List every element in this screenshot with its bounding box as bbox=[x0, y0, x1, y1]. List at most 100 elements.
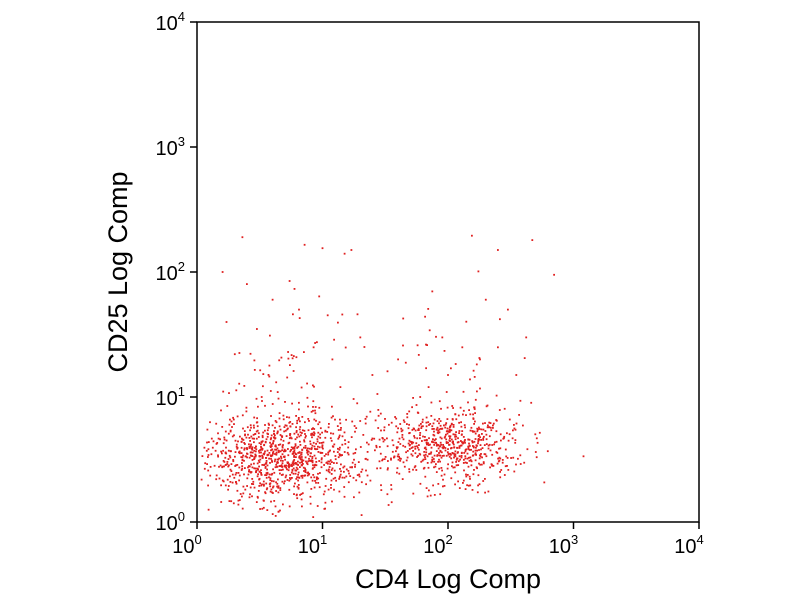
data-point bbox=[426, 495, 429, 498]
data-point bbox=[250, 463, 253, 466]
data-point bbox=[481, 433, 483, 435]
data-points bbox=[200, 234, 585, 518]
data-point bbox=[425, 441, 428, 444]
data-point bbox=[393, 455, 396, 458]
data-point bbox=[289, 474, 292, 476]
data-point bbox=[347, 446, 350, 449]
data-point bbox=[343, 465, 346, 468]
data-point bbox=[327, 488, 330, 491]
data-point bbox=[454, 413, 457, 416]
data-point bbox=[243, 447, 246, 450]
data-point bbox=[417, 448, 420, 451]
data-point bbox=[324, 436, 327, 439]
data-point bbox=[271, 403, 274, 405]
data-point bbox=[351, 420, 354, 423]
data-point bbox=[505, 455, 508, 458]
data-point bbox=[464, 488, 467, 490]
data-point bbox=[331, 500, 333, 503]
data-point bbox=[236, 464, 239, 466]
data-point bbox=[315, 481, 317, 484]
data-point bbox=[327, 453, 330, 456]
data-point bbox=[336, 451, 339, 453]
data-point bbox=[459, 458, 461, 461]
data-point bbox=[379, 412, 382, 415]
data-point bbox=[268, 375, 271, 378]
data-point bbox=[266, 509, 269, 511]
data-point bbox=[249, 454, 252, 457]
data-point bbox=[468, 459, 471, 462]
data-point bbox=[361, 468, 364, 471]
data-point bbox=[453, 466, 456, 469]
data-point bbox=[215, 443, 218, 445]
data-point bbox=[257, 473, 259, 476]
data-point bbox=[323, 508, 326, 510]
data-point bbox=[221, 426, 224, 428]
data-point bbox=[277, 491, 280, 494]
data-point bbox=[471, 440, 474, 442]
data-point bbox=[412, 450, 414, 452]
data-point bbox=[425, 429, 428, 432]
data-point bbox=[256, 417, 258, 420]
data-point bbox=[440, 443, 442, 446]
data-point bbox=[251, 459, 254, 461]
data-point bbox=[301, 459, 304, 462]
data-point bbox=[210, 437, 213, 440]
data-point bbox=[268, 483, 271, 485]
data-point bbox=[288, 416, 291, 419]
data-point bbox=[467, 448, 470, 450]
data-point bbox=[283, 426, 286, 428]
data-point bbox=[237, 440, 239, 443]
data-point bbox=[291, 453, 294, 455]
data-point bbox=[338, 490, 341, 493]
data-point bbox=[257, 490, 260, 492]
data-point bbox=[322, 447, 324, 450]
data-point bbox=[299, 444, 302, 446]
data-point bbox=[230, 470, 233, 472]
data-point bbox=[255, 501, 258, 503]
data-point bbox=[394, 416, 396, 418]
data-point bbox=[229, 475, 231, 478]
data-point bbox=[289, 433, 292, 435]
data-point bbox=[224, 484, 227, 487]
data-point bbox=[421, 440, 423, 442]
data-point bbox=[408, 410, 411, 413]
data-point bbox=[403, 465, 406, 468]
data-point bbox=[294, 444, 297, 447]
data-point bbox=[237, 503, 240, 506]
data-point bbox=[312, 384, 314, 387]
data-point bbox=[478, 457, 481, 460]
data-point bbox=[291, 477, 293, 479]
data-point bbox=[251, 451, 254, 454]
data-point bbox=[295, 426, 297, 429]
data-point bbox=[439, 436, 442, 439]
data-point bbox=[430, 461, 433, 464]
data-point bbox=[267, 422, 270, 425]
data-point bbox=[204, 462, 207, 465]
data-point bbox=[252, 483, 255, 485]
data-point bbox=[386, 493, 389, 496]
data-point bbox=[298, 451, 301, 453]
data-point bbox=[255, 430, 258, 433]
data-point bbox=[446, 406, 449, 409]
data-point bbox=[302, 459, 305, 462]
data-point bbox=[297, 484, 300, 486]
data-point bbox=[413, 436, 416, 439]
data-point bbox=[360, 481, 363, 484]
data-point bbox=[444, 447, 447, 449]
data-point bbox=[293, 462, 295, 465]
data-point bbox=[242, 492, 245, 495]
data-point bbox=[316, 440, 319, 443]
data-point bbox=[449, 452, 451, 455]
data-point bbox=[397, 427, 399, 430]
data-point bbox=[440, 428, 443, 430]
data-point bbox=[321, 247, 324, 250]
data-point bbox=[396, 455, 399, 458]
data-point bbox=[330, 416, 333, 419]
data-point bbox=[535, 456, 538, 459]
data-point bbox=[355, 427, 358, 429]
data-point bbox=[476, 491, 479, 494]
data-point bbox=[299, 440, 301, 443]
data-point bbox=[246, 477, 249, 480]
data-point bbox=[386, 370, 389, 373]
data-point bbox=[250, 435, 253, 438]
